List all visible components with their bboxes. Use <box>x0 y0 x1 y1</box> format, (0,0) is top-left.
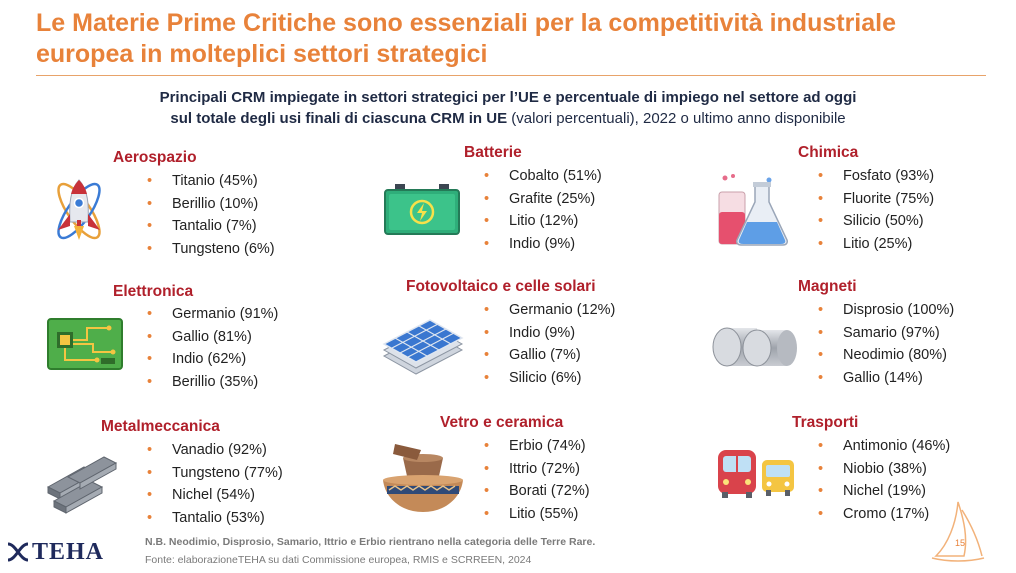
circuit-board-icon <box>47 318 123 370</box>
list-item: Indio (9%) <box>484 233 602 256</box>
list-item: Erbio (74%) <box>484 435 590 458</box>
flask-icon <box>718 174 788 246</box>
sector-list-fotovoltaico: Germanio (12%) Indio (9%) Gallio (7%) Si… <box>484 299 615 390</box>
sector-metalmeccanica: Metalmeccanica <box>101 417 220 437</box>
list-item: Grafite (25%) <box>484 188 602 211</box>
battery-icon <box>384 184 460 235</box>
title-line-1: Le Materie Prime Critiche sono essenzial… <box>36 9 896 37</box>
list-item: Cobalto (51%) <box>484 165 602 188</box>
sector-batterie: Batterie <box>464 143 522 163</box>
list-item: Gallio (7%) <box>484 344 615 367</box>
list-item: Ittrio (72%) <box>484 458 590 481</box>
slide-subtitle: Principali CRM impiegate in settori stra… <box>60 87 956 129</box>
list-item: Litio (12%) <box>484 210 602 233</box>
list-item: Neodimio (80%) <box>818 344 954 367</box>
subtitle-bold-2: sul totale degli usi finali di ciascuna … <box>170 110 508 127</box>
magnet-discs-icon <box>712 327 797 367</box>
list-item: Tantalio (7%) <box>147 215 275 238</box>
list-item: Indio (62%) <box>147 348 278 371</box>
list-item: Indio (9%) <box>484 322 615 345</box>
rocket-icon <box>57 179 101 240</box>
list-item: Litio (55%) <box>484 503 590 526</box>
list-item: Niobio (38%) <box>818 458 950 481</box>
list-item: Samario (97%) <box>818 322 954 345</box>
sector-vetro-ceramica: Vetro e ceramica <box>440 413 563 433</box>
sector-title: Fotovoltaico e celle solari <box>406 278 596 295</box>
sector-title: Vetro e ceramica <box>440 414 564 431</box>
list-item: Borati (72%) <box>484 480 590 503</box>
steel-beams-icon <box>46 456 118 514</box>
sector-aerospazio: Aerospazio <box>113 148 197 168</box>
ceramic-bowl-icon <box>383 444 463 512</box>
list-item: Nichel (54%) <box>147 484 283 507</box>
sector-title: Aerospazio <box>113 149 197 166</box>
page-number: 15 <box>955 538 966 548</box>
sector-list-aerospazio: Titanio (45%) Berillio (10%) Tantalio (7… <box>147 170 275 261</box>
list-item: Gallio (14%) <box>818 367 954 390</box>
sector-title: Trasporti <box>792 414 859 431</box>
list-item: Tungsteno (77%) <box>147 462 283 485</box>
list-item: Vanadio (92%) <box>147 439 283 462</box>
sector-magneti: Magneti <box>798 277 857 297</box>
sector-list-magneti: Disprosio (100%) Samario (97%) Neodimio … <box>818 299 954 390</box>
list-item: Silicio (50%) <box>818 210 934 233</box>
teha-logo-mark-icon <box>7 542 29 562</box>
list-item: Fluorite (75%) <box>818 188 934 211</box>
sector-list-vetro-ceramica: Erbio (74%) Ittrio (72%) Borati (72%) Li… <box>484 435 590 526</box>
sector-list-chimica: Fosfato (93%) Fluorite (75%) Silicio (50… <box>818 165 934 256</box>
solar-panel-icon <box>382 319 464 375</box>
list-item: Nichel (19%) <box>818 480 950 503</box>
footnote: N.B. Neodimio, Disprosio, Samario, Ittri… <box>145 536 596 548</box>
title-divider <box>36 75 986 76</box>
source-note: Fonte: elaborazioneTEHA su dati Commissi… <box>145 554 532 566</box>
list-item: Antimonio (46%) <box>818 435 950 458</box>
sector-title: Metalmeccanica <box>101 418 220 435</box>
list-item: Fosfato (93%) <box>818 165 934 188</box>
sail-logo-icon <box>931 501 985 562</box>
sector-title: Batterie <box>464 144 522 161</box>
sector-chimica: Chimica <box>798 143 858 163</box>
subtitle-rest: (valori percentuali), 2022 o ultimo anno… <box>507 110 846 127</box>
train-bus-icon <box>718 450 794 498</box>
list-item: Germanio (91%) <box>147 303 278 326</box>
subtitle-bold-1: Principali CRM impiegate in settori stra… <box>159 89 857 106</box>
sector-elettronica: Elettronica <box>113 282 193 302</box>
sector-title: Chimica <box>798 144 859 161</box>
list-item: Litio (25%) <box>818 233 934 256</box>
teha-logo-text: TEHA <box>32 539 105 565</box>
list-item: Gallio (81%) <box>147 326 278 349</box>
list-item: Berillio (35%) <box>147 371 278 394</box>
list-item: Berillio (10%) <box>147 193 275 216</box>
list-item: Germanio (12%) <box>484 299 615 322</box>
sector-list-batterie: Cobalto (51%) Grafite (25%) Litio (12%) … <box>484 165 602 256</box>
list-item: Silicio (6%) <box>484 367 615 390</box>
sector-trasporti: Trasporti <box>792 413 858 433</box>
sector-list-trasporti: Antimonio (46%) Niobio (38%) Nichel (19%… <box>818 435 950 526</box>
sector-list-elettronica: Germanio (91%) Gallio (81%) Indio (62%) … <box>147 303 278 394</box>
list-item: Titanio (45%) <box>147 170 275 193</box>
list-item: Tungsteno (6%) <box>147 238 275 261</box>
sector-title: Magneti <box>798 278 857 295</box>
sector-list-metalmeccanica: Vanadio (92%) Tungsteno (77%) Nichel (54… <box>147 439 283 530</box>
sector-fotovoltaico: Fotovoltaico e celle solari <box>406 277 596 297</box>
list-item: Cromo (17%) <box>818 503 950 526</box>
list-item: Tantalio (53%) <box>147 507 283 530</box>
list-item: Disprosio (100%) <box>818 299 954 322</box>
sector-title: Elettronica <box>113 283 194 300</box>
title-line-2: europea in molteplici settori strategici <box>36 40 488 68</box>
teha-logo: TEHA <box>6 538 126 566</box>
slide-title: Le Materie Prime Critiche sono essenzial… <box>36 8 996 70</box>
